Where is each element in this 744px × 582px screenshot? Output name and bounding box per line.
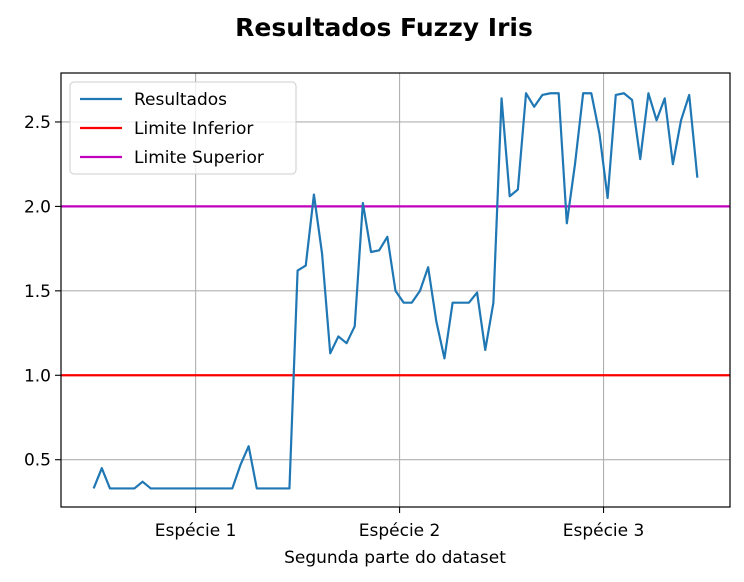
chart-title: Resultados Fuzzy Iris xyxy=(235,13,533,42)
legend-box xyxy=(69,81,297,175)
series-line xyxy=(92,92,699,490)
axis-ticks: 0.5 1.0 1.5 2.0 2.5 Espécie 1 Espécie 2 Espécie… xyxy=(24,113,644,541)
legend-label: Limite Superior xyxy=(134,148,264,168)
legend-label: Resultados xyxy=(134,90,227,110)
x-axis-label: Segunda parte do dataset xyxy=(284,548,506,568)
y-tick-label: 2.0 xyxy=(24,197,51,217)
reference-lines xyxy=(61,205,730,377)
y-tick-label: 1.5 xyxy=(24,282,51,302)
x-tick-label: Espécie 1 xyxy=(155,521,237,541)
x-tick-label: Espécie 2 xyxy=(359,521,441,541)
legend-items: Resultados Limite Inferior Limite Superior xyxy=(80,90,264,168)
y-tick-label: 0.5 xyxy=(24,451,51,471)
y-tick-label: 1.0 xyxy=(24,366,51,386)
legend: Resultados Limite Inferior Limite Superior xyxy=(69,81,297,175)
y-tick-label: 2.5 xyxy=(24,113,51,133)
legend-label: Limite Inferior xyxy=(134,119,253,139)
series-lines xyxy=(92,92,699,490)
plot-frame xyxy=(60,72,731,508)
x-tick-label: Espécie 3 xyxy=(563,521,645,541)
